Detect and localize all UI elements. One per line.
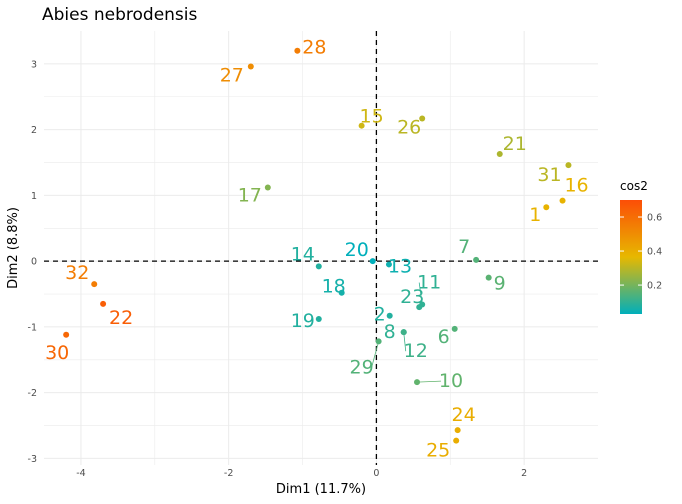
- y-tick-label: -2: [28, 388, 37, 399]
- legend-ticks: 0.2 0.4 0.6: [620, 213, 662, 292]
- point-25: [453, 437, 460, 444]
- data-points: [63, 47, 572, 444]
- point-24: [454, 427, 461, 434]
- x-tick-label: 2: [521, 468, 527, 479]
- y-tick-label: 3: [31, 59, 37, 70]
- point-16: [559, 197, 566, 204]
- label-connectors: [371, 282, 442, 383]
- point-17: [264, 184, 271, 191]
- point-27: [247, 63, 254, 70]
- point-label-31: 31: [537, 164, 561, 186]
- y-tick-label: 0: [31, 257, 37, 268]
- point-15: [358, 122, 365, 129]
- point-label-8: 8: [384, 321, 396, 343]
- label-connector: [403, 332, 407, 352]
- reference-lines: [44, 31, 598, 465]
- legend: cos2 0.2 0.4 0.6: [620, 179, 662, 314]
- y-axis-ticks: -3 -2 -1 0 1 2 3: [28, 59, 37, 465]
- legend-colorbar: [620, 200, 642, 314]
- point-label-26: 26: [397, 116, 421, 138]
- point-label-29: 29: [350, 356, 374, 378]
- point-label-32: 32: [65, 262, 89, 284]
- point-32: [91, 281, 98, 288]
- point-10: [414, 379, 421, 386]
- point-label-20: 20: [345, 239, 369, 261]
- chart-title: Abies nebrodensis: [42, 5, 198, 25]
- y-tick-label: 1: [31, 191, 37, 202]
- point-label-14: 14: [291, 243, 315, 265]
- point-label-1: 1: [529, 204, 541, 226]
- point-label-23: 23: [400, 286, 424, 308]
- point-label-11: 11: [417, 272, 441, 294]
- point-13: [385, 261, 392, 268]
- point-label-18: 18: [322, 276, 346, 298]
- legend-tick-label: 0.2: [647, 281, 662, 292]
- label-connector: [417, 380, 442, 383]
- y-axis-title: Dim2 (8.8%): [6, 207, 21, 289]
- point-21: [496, 150, 503, 157]
- point-label-19: 19: [291, 310, 315, 332]
- grid: [44, 31, 598, 465]
- point-label-15: 15: [360, 106, 384, 128]
- point-label-7: 7: [458, 236, 470, 258]
- x-tick-label: -4: [76, 468, 85, 479]
- x-tick-label: 0: [373, 468, 379, 479]
- x-tick-label: -2: [224, 468, 233, 479]
- label-connector: [418, 282, 423, 305]
- point-31: [565, 162, 572, 169]
- point-label-30: 30: [45, 342, 69, 364]
- point-label-12: 12: [404, 340, 428, 362]
- point-label-27: 27: [220, 65, 244, 87]
- legend-title: cos2: [620, 179, 648, 193]
- point-label-2: 2: [374, 304, 386, 326]
- point-1: [543, 204, 550, 211]
- y-tick-label: -3: [28, 454, 37, 465]
- x-axis-ticks: -4 -2 0 2: [76, 468, 527, 479]
- point-6: [451, 325, 458, 332]
- point-label-13: 13: [388, 255, 412, 277]
- legend-tick-label: 0.4: [647, 247, 662, 258]
- point-18: [338, 289, 345, 296]
- point-label-28: 28: [302, 37, 326, 59]
- point-label-10: 10: [439, 370, 463, 392]
- point-20: [369, 258, 376, 265]
- point-label-9: 9: [494, 273, 506, 295]
- y-tick-label: 2: [31, 125, 37, 136]
- point-26: [419, 115, 426, 122]
- point-label-16: 16: [564, 175, 588, 197]
- point-28: [294, 47, 301, 54]
- point-9: [485, 274, 492, 281]
- x-axis-title: Dim1 (11.7%): [276, 482, 366, 497]
- point-30: [63, 331, 70, 338]
- point-label-21: 21: [503, 133, 527, 155]
- y-tick-label: -1: [28, 322, 37, 333]
- point-label-25: 25: [426, 440, 450, 462]
- point-label-22: 22: [109, 307, 133, 329]
- point-label-24: 24: [452, 404, 476, 426]
- legend-tick-label: 0.6: [647, 213, 662, 224]
- point-22: [100, 300, 107, 307]
- point-12: [400, 329, 407, 336]
- point-23: [416, 304, 423, 311]
- point-29: [375, 338, 382, 345]
- point-label-17: 17: [238, 185, 262, 207]
- label-connector: [371, 341, 380, 368]
- point-labels: 1267891011121314151617181920212223242526…: [45, 37, 589, 462]
- point-7: [473, 256, 480, 263]
- point-2: [386, 312, 393, 319]
- point-14: [315, 263, 322, 270]
- point-19: [315, 316, 322, 323]
- point-label-6: 6: [438, 326, 450, 348]
